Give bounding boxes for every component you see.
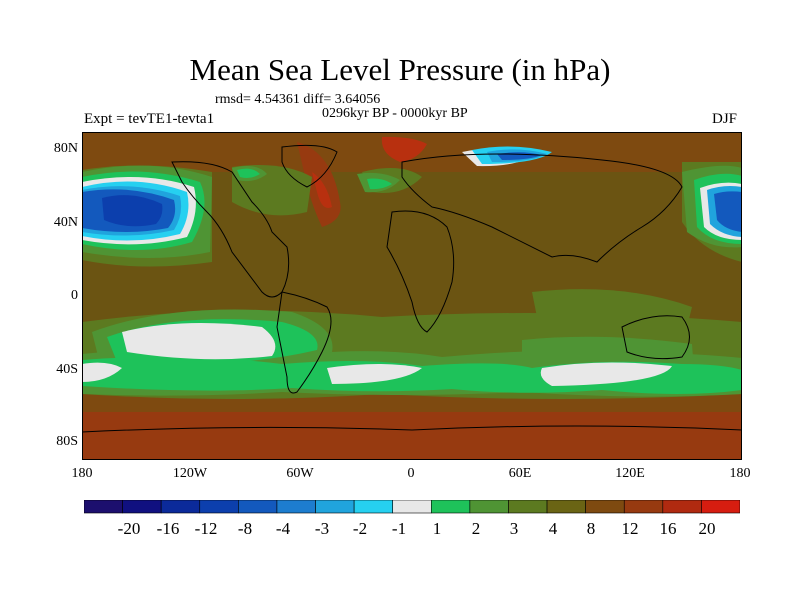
colorbar-box xyxy=(84,500,123,514)
colorbar-box xyxy=(276,500,316,514)
colorbar-label: 3 xyxy=(509,519,519,538)
eurasia-coast xyxy=(401,153,683,263)
lon-label-60w: 60W xyxy=(286,466,314,481)
colorbar-boxes xyxy=(84,500,740,514)
africa-coast xyxy=(386,210,455,333)
colorbar-box xyxy=(508,500,548,514)
colorbar-label: -8 xyxy=(237,519,253,538)
colorbar-label: -1 xyxy=(391,519,407,538)
season-label: DJF xyxy=(712,111,738,127)
colorbar-box xyxy=(469,500,509,514)
colorbar-box xyxy=(238,500,278,514)
north-america-coast xyxy=(171,161,290,298)
stats-label: rmsd= 4.54361 diff= 3.64056 xyxy=(215,92,381,107)
colorbar-label: -4 xyxy=(275,519,291,538)
colorbar-label: 20 xyxy=(698,519,716,538)
colorbar-label: 1 xyxy=(432,519,442,538)
coastlines xyxy=(82,144,742,433)
lon-label-180w: 180 xyxy=(71,466,93,481)
colorbar-box xyxy=(701,500,740,514)
australia-coast xyxy=(621,315,690,360)
colorbar-label: -20 xyxy=(117,519,141,538)
lon-label-120e: 120E xyxy=(615,466,645,481)
lat-label-80n: 80N xyxy=(53,141,78,156)
lat-label-0: 0 xyxy=(71,288,78,303)
colorbar-box xyxy=(546,500,586,514)
map-frame xyxy=(82,132,742,460)
lat-label-40s: 40S xyxy=(56,362,78,377)
southern-ocean-gray-1 xyxy=(327,364,422,384)
colorbar-box xyxy=(392,500,432,514)
lon-label-0: 0 xyxy=(407,466,415,481)
antarctica-coast xyxy=(82,425,742,433)
greenland-bright-green xyxy=(237,168,260,178)
colorbar-box xyxy=(623,500,664,514)
colorbar-label: 2 xyxy=(471,519,481,538)
period-label: 0296kyr BP - 0000kyr BP xyxy=(322,106,468,121)
northeast-pacific-blue xyxy=(714,191,742,232)
colorbar-box xyxy=(353,500,394,514)
south-atlantic-gray xyxy=(82,362,122,382)
lon-label-180e: 180 xyxy=(729,466,751,481)
south-america-coast xyxy=(276,291,332,394)
colorbar-label: 4 xyxy=(548,519,558,538)
colorbar-label: -16 xyxy=(156,519,180,538)
colorbar xyxy=(84,500,740,514)
southern-ocean-gray-2 xyxy=(540,362,672,386)
colorbar-box xyxy=(315,500,355,514)
colorbar-label: 8 xyxy=(586,519,596,538)
colorbar-box xyxy=(199,500,239,514)
colorbar-box xyxy=(160,500,201,514)
colorbar-label: -2 xyxy=(352,519,368,538)
colorbar-label: 16 xyxy=(659,519,677,538)
arctic-red-region xyxy=(381,136,427,162)
colorbar-label: 12 xyxy=(621,519,639,538)
indian-olive xyxy=(532,289,692,351)
lon-label-120w: 120W xyxy=(172,466,208,481)
colorbar-box xyxy=(430,500,471,514)
colorbar-box xyxy=(585,500,625,514)
norway-bright-green xyxy=(367,178,392,190)
colorbar-label: -12 xyxy=(194,519,218,538)
experiment-label: Expt = tevTE1-tevta1 xyxy=(84,111,215,127)
antarctic-red-band xyxy=(82,412,742,460)
plot-title: Mean Sea Level Pressure (in hPa) xyxy=(189,52,611,87)
lat-label-40n: 40N xyxy=(53,215,78,230)
north-pacific-dark-blue xyxy=(102,195,163,227)
south-pacific-gray xyxy=(122,323,276,360)
lon-label-60e: 60E xyxy=(508,466,532,481)
colorbar-label: -3 xyxy=(314,519,330,538)
pressure-anomaly-map xyxy=(82,132,742,460)
colorbar-box xyxy=(662,500,702,514)
colorbar-box xyxy=(122,500,162,514)
lat-label-80s: 80S xyxy=(56,434,78,449)
greenland-coast xyxy=(281,144,338,188)
